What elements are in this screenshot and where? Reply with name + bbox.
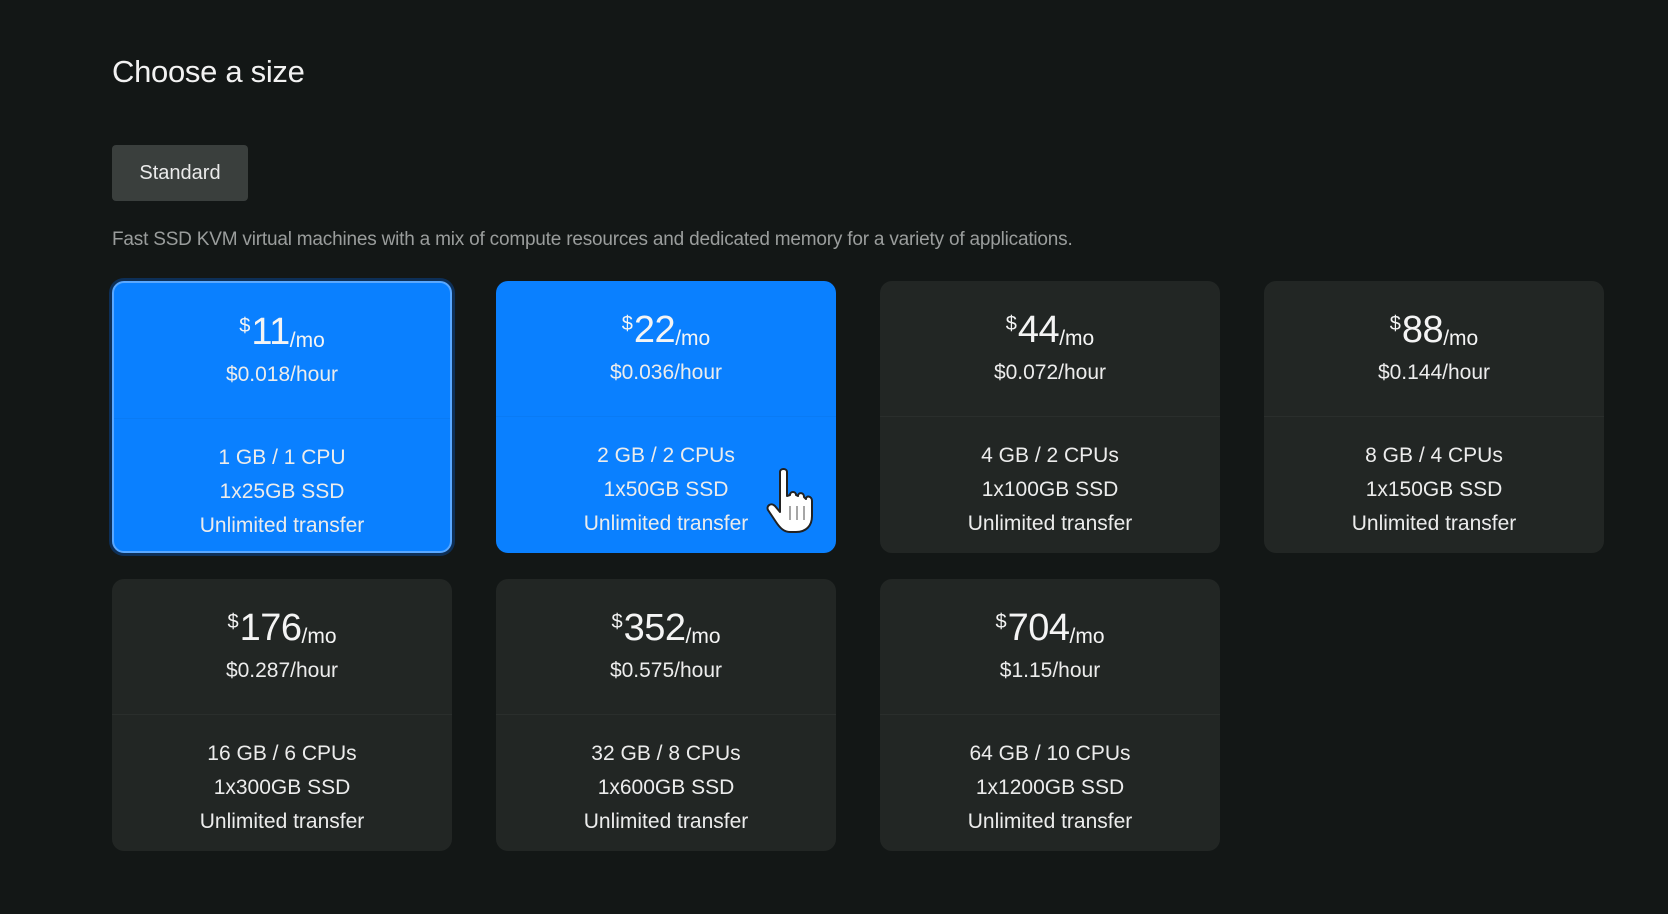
plan-specs-section: 32 GB / 8 CPUs 1x600GB SSD Unlimited tra… <box>496 715 836 851</box>
plan-card-11[interactable]: $ 11 /mo $0.018/hour 1 GB / 1 CPU 1x25GB… <box>112 281 452 553</box>
currency-symbol: $ <box>621 313 633 335</box>
plan-specs-section: 8 GB / 4 CPUs 1x150GB SSD Unlimited tran… <box>1264 417 1604 553</box>
disk-spec: 1x1200GB SSD <box>975 776 1125 799</box>
monthly-price: $ 44 /mo <box>1005 309 1095 351</box>
currency-symbol: $ <box>227 611 239 633</box>
page-title: Choose a size <box>112 54 305 89</box>
memory-cpu-spec: 1 GB / 1 CPU <box>218 446 346 469</box>
transfer-spec: Unlimited transfer <box>199 514 365 537</box>
tab-standard[interactable]: Standard <box>112 145 248 201</box>
currency-symbol: $ <box>239 315 251 337</box>
plan-specs-section: 64 GB / 10 CPUs 1x1200GB SSD Unlimited t… <box>880 715 1220 851</box>
monthly-price: $ 704 /mo <box>995 607 1105 649</box>
plan-price-section: $ 704 /mo $1.15/hour <box>880 579 1220 715</box>
price-period: /mo <box>1059 327 1095 350</box>
plan-specs-section: 16 GB / 6 CPUs 1x300GB SSD Unlimited tra… <box>112 715 452 851</box>
plan-card-704[interactable]: $ 704 /mo $1.15/hour 64 GB / 10 CPUs 1x1… <box>880 579 1220 851</box>
memory-cpu-spec: 16 GB / 6 CPUs <box>207 742 357 765</box>
memory-cpu-spec: 4 GB / 2 CPUs <box>981 444 1119 467</box>
disk-spec: 1x50GB SSD <box>603 478 729 501</box>
plan-price-section: $ 11 /mo $0.018/hour <box>114 283 450 419</box>
plan-price-section: $ 176 /mo $0.287/hour <box>112 579 452 715</box>
memory-cpu-spec: 2 GB / 2 CPUs <box>597 444 735 467</box>
price-period: /mo <box>1069 625 1105 648</box>
transfer-spec: Unlimited transfer <box>1351 512 1517 535</box>
plan-price-section: $ 88 /mo $0.144/hour <box>1264 281 1604 417</box>
price-period: /mo <box>289 329 325 352</box>
monthly-amount: 11 <box>251 311 290 353</box>
hourly-price: $1.15/hour <box>999 659 1101 682</box>
plan-card-352[interactable]: $ 352 /mo $0.575/hour 32 GB / 8 CPUs 1x6… <box>496 579 836 851</box>
price-period: /mo <box>1443 327 1479 350</box>
transfer-spec: Unlimited transfer <box>967 512 1133 535</box>
monthly-amount: 44 <box>1017 309 1060 351</box>
disk-spec: 1x150GB SSD <box>1365 478 1503 501</box>
monthly-amount: 704 <box>1007 607 1070 649</box>
currency-symbol: $ <box>611 611 623 633</box>
monthly-amount: 22 <box>633 309 676 351</box>
currency-symbol: $ <box>1389 313 1401 335</box>
transfer-spec: Unlimited transfer <box>583 512 749 535</box>
plan-card-22[interactable]: $ 22 /mo $0.036/hour 2 GB / 2 CPUs 1x50G… <box>496 281 836 553</box>
plan-price-section: $ 22 /mo $0.036/hour <box>496 281 836 417</box>
plan-specs-section: 4 GB / 2 CPUs 1x100GB SSD Unlimited tran… <box>880 417 1220 553</box>
disk-spec: 1x100GB SSD <box>981 478 1119 501</box>
plan-price-section: $ 44 /mo $0.072/hour <box>880 281 1220 417</box>
size-grid: $ 11 /mo $0.018/hour 1 GB / 1 CPU 1x25GB… <box>112 281 1604 851</box>
plan-specs-section: 1 GB / 1 CPU 1x25GB SSD Unlimited transf… <box>114 419 450 551</box>
plan-price-section: $ 352 /mo $0.575/hour <box>496 579 836 715</box>
disk-spec: 1x300GB SSD <box>213 776 351 799</box>
memory-cpu-spec: 8 GB / 4 CPUs <box>1365 444 1503 467</box>
plan-card-44[interactable]: $ 44 /mo $0.072/hour 4 GB / 2 CPUs 1x100… <box>880 281 1220 553</box>
memory-cpu-spec: 32 GB / 8 CPUs <box>591 742 741 765</box>
monthly-price: $ 11 /mo <box>239 311 325 353</box>
transfer-spec: Unlimited transfer <box>199 810 365 833</box>
monthly-price: $ 352 /mo <box>611 607 721 649</box>
monthly-amount: 88 <box>1401 309 1444 351</box>
disk-spec: 1x25GB SSD <box>219 480 345 503</box>
currency-symbol: $ <box>1005 313 1017 335</box>
hourly-price: $0.018/hour <box>225 363 339 386</box>
memory-cpu-spec: 64 GB / 10 CPUs <box>969 742 1131 765</box>
plan-card-88[interactable]: $ 88 /mo $0.144/hour 8 GB / 4 CPUs 1x150… <box>1264 281 1604 553</box>
price-period: /mo <box>301 625 337 648</box>
hourly-price: $0.072/hour <box>993 361 1107 384</box>
monthly-amount: 352 <box>623 607 686 649</box>
transfer-spec: Unlimited transfer <box>583 810 749 833</box>
plan-specs-section: 2 GB / 2 CPUs 1x50GB SSD Unlimited trans… <box>496 417 836 553</box>
hourly-price: $0.144/hour <box>1377 361 1491 384</box>
monthly-amount: 176 <box>239 607 302 649</box>
monthly-price: $ 22 /mo <box>621 309 711 351</box>
disk-spec: 1x600GB SSD <box>597 776 735 799</box>
plan-description: Fast SSD KVM virtual machines with a mix… <box>112 229 1073 250</box>
currency-symbol: $ <box>995 611 1007 633</box>
price-period: /mo <box>685 625 721 648</box>
transfer-spec: Unlimited transfer <box>967 810 1133 833</box>
hourly-price: $0.287/hour <box>225 659 339 682</box>
monthly-price: $ 88 /mo <box>1389 309 1479 351</box>
plan-card-176[interactable]: $ 176 /mo $0.287/hour 16 GB / 6 CPUs 1x3… <box>112 579 452 851</box>
hourly-price: $0.575/hour <box>609 659 723 682</box>
price-period: /mo <box>675 327 711 350</box>
hourly-price: $0.036/hour <box>609 361 723 384</box>
monthly-price: $ 176 /mo <box>227 607 337 649</box>
